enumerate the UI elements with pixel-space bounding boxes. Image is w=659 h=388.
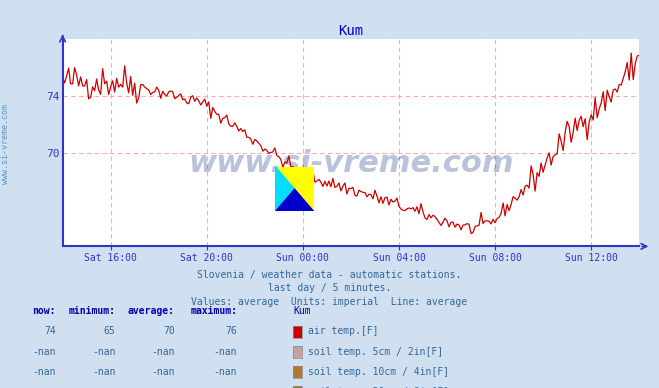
Text: soil temp. 5cm / 2in[F]: soil temp. 5cm / 2in[F] [308,346,443,357]
Text: -nan: -nan [214,387,237,388]
Polygon shape [275,189,314,211]
Text: -nan: -nan [32,387,56,388]
Title: Kum: Kum [338,24,364,38]
Text: -nan: -nan [32,346,56,357]
Text: average:: average: [128,306,175,316]
Text: minimum:: minimum: [69,306,115,316]
Text: -nan: -nan [151,346,175,357]
Text: -nan: -nan [92,367,115,377]
Text: 74: 74 [44,326,56,336]
Text: -nan: -nan [151,367,175,377]
Text: -nan: -nan [32,367,56,377]
Text: 65: 65 [103,326,115,336]
Text: Slovenia / weather data - automatic stations.: Slovenia / weather data - automatic stat… [197,270,462,280]
Polygon shape [275,167,314,211]
Text: -nan: -nan [92,346,115,357]
Text: Values: average  Units: imperial  Line: average: Values: average Units: imperial Line: av… [191,297,468,307]
Text: -nan: -nan [151,387,175,388]
Text: www.si-vreme.com: www.si-vreme.com [1,104,10,184]
Text: soil temp. 10cm / 4in[F]: soil temp. 10cm / 4in[F] [308,367,449,377]
Polygon shape [275,167,295,211]
Text: www.si-vreme.com: www.si-vreme.com [188,149,514,178]
Text: -nan: -nan [214,346,237,357]
Text: 76: 76 [225,326,237,336]
Text: -nan: -nan [214,367,237,377]
Text: air temp.[F]: air temp.[F] [308,326,378,336]
Text: maximum:: maximum: [190,306,237,316]
Text: last day / 5 minutes.: last day / 5 minutes. [268,283,391,293]
Text: soil temp. 20cm / 8in[F]: soil temp. 20cm / 8in[F] [308,387,449,388]
Text: 70: 70 [163,326,175,336]
Text: -nan: -nan [92,387,115,388]
Text: Kum: Kum [293,306,311,316]
Text: now:: now: [32,306,56,316]
